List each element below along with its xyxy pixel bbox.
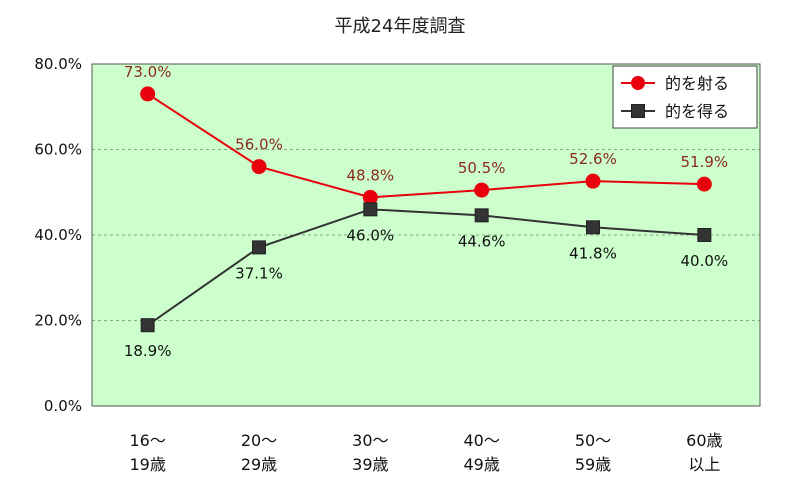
y-tick-label: 60.0% <box>34 141 82 159</box>
data-point <box>696 176 712 192</box>
data-point <box>362 189 378 205</box>
data-point <box>140 318 155 333</box>
data-label: 73.0% <box>124 63 172 81</box>
x-tick-label: 59歳 <box>575 455 611 474</box>
series-line-0 <box>147 93 705 199</box>
legend-label: 的を得る <box>665 102 729 121</box>
data-point <box>474 182 490 198</box>
x-tick-label: 40～ <box>463 431 499 450</box>
data-point <box>474 208 489 223</box>
data-point <box>697 228 712 242</box>
data-point <box>251 159 267 175</box>
series-line-1 <box>147 208 705 327</box>
chart-title: 平成24年度調査 <box>335 16 466 37</box>
data-label: 18.9% <box>124 342 172 360</box>
x-tick-label: 以上 <box>688 455 720 474</box>
data-label: 52.6% <box>569 150 617 168</box>
x-tick-label: 16～ <box>129 431 165 450</box>
y-tick-label: 20.0% <box>34 312 82 330</box>
data-label: 56.0% <box>235 136 283 154</box>
y-tick-label: 40.0% <box>34 226 82 244</box>
y-tick-label: 0.0% <box>44 397 82 415</box>
data-point <box>363 202 378 217</box>
x-tick-label: 30～ <box>352 431 388 450</box>
x-tick-label: 20～ <box>241 431 277 450</box>
legend-marker <box>631 104 645 118</box>
plot-border <box>91 63 761 407</box>
data-label: 37.1% <box>235 264 283 282</box>
legend-label: 的を射る <box>665 74 729 93</box>
data-label: 50.5% <box>458 159 506 177</box>
data-label: 46.0% <box>347 226 395 244</box>
data-label: 51.9% <box>681 153 729 171</box>
y-tick-label: 80.0% <box>34 55 82 73</box>
data-point <box>140 86 156 102</box>
x-tick-label: 19歳 <box>129 455 165 474</box>
legend-marker <box>631 76 645 90</box>
x-tick-label: 49歳 <box>463 455 499 474</box>
x-tick-label: 29歳 <box>241 455 277 474</box>
x-tick-label: 39歳 <box>352 455 388 474</box>
data-label: 44.6% <box>458 232 506 250</box>
data-label: 40.0% <box>681 252 729 270</box>
data-label: 41.8% <box>569 244 617 262</box>
data-point <box>585 173 601 189</box>
data-point <box>586 220 600 235</box>
data-point <box>252 240 266 255</box>
x-tick-label: 60歳 <box>686 431 722 450</box>
x-tick-label: 50～ <box>575 431 611 450</box>
data-label: 48.8% <box>347 166 395 184</box>
